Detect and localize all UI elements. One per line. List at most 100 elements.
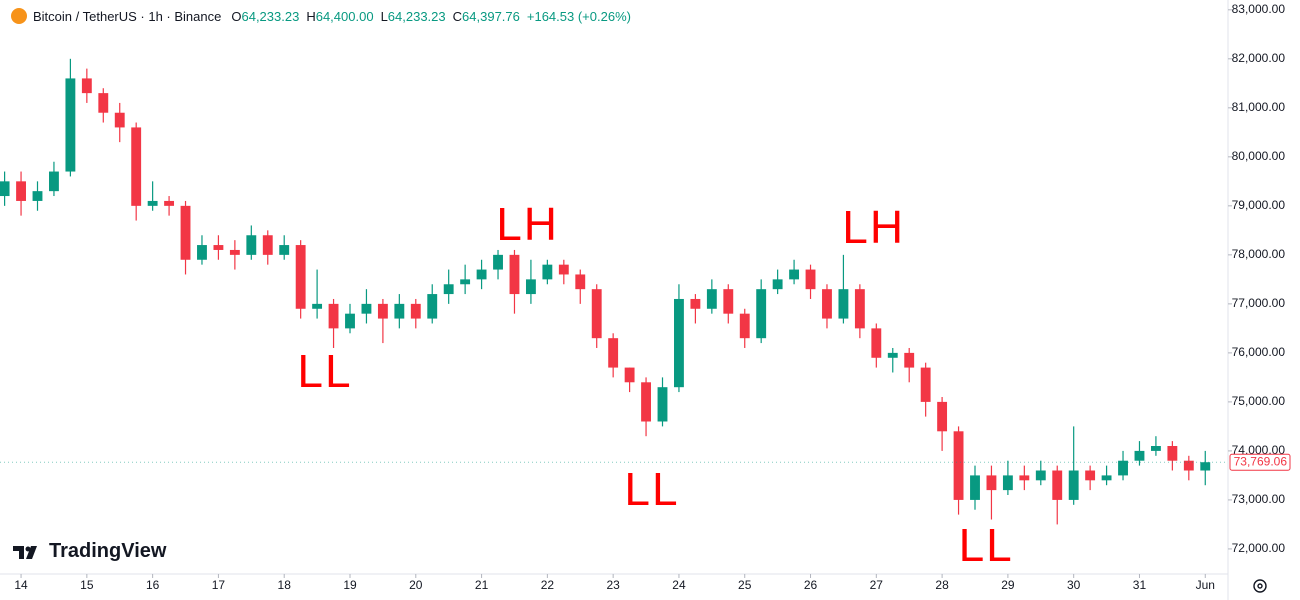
candle-body (1052, 470, 1063, 500)
candle-body (591, 289, 602, 339)
annotation: LH (496, 198, 559, 250)
candle-body (49, 171, 59, 192)
x-tick-label: 25 (738, 578, 752, 592)
candle-body (1118, 460, 1128, 476)
candle-body (131, 127, 142, 206)
candle-body (180, 205, 191, 260)
candle-body (65, 78, 76, 172)
candle-body (164, 200, 175, 206)
x-tick-label: 23 (606, 578, 620, 592)
x-tick-label: 29 (1001, 578, 1015, 592)
x-tick-label: 19 (343, 578, 357, 592)
candle-body (213, 245, 224, 250)
candle-body (674, 298, 684, 388)
candle-body (0, 181, 10, 197)
ohlc-label: L (380, 8, 388, 24)
candle-body (1035, 470, 1046, 481)
y-tick-label: 82,000.00 (1232, 51, 1286, 65)
candle-body (262, 235, 273, 255)
candle-body (410, 303, 421, 319)
candle-body (986, 475, 997, 491)
candle-body (1134, 450, 1145, 461)
candle-body (16, 181, 26, 201)
candle-body (690, 298, 701, 309)
brand[interactable]: TradingView (13, 540, 166, 563)
x-tick-label: 22 (541, 578, 555, 592)
y-tick-label: 80,000.00 (1232, 149, 1286, 163)
x-tick-label: 15 (80, 578, 94, 592)
candle-body (970, 475, 980, 500)
candle-body (328, 303, 339, 329)
y-tick-label: 74,000.00 (1232, 443, 1286, 457)
annotation: LL (959, 519, 1014, 571)
candle-body (246, 235, 257, 255)
x-tick-label: 18 (278, 578, 292, 592)
candle-body (887, 352, 898, 358)
candle-body (361, 303, 372, 314)
symbol-header: Bitcoin / TetherUS · 1h · Binance O 64,23… (11, 8, 638, 24)
x-tick-label: Jun (1196, 578, 1215, 592)
candle-body (295, 245, 306, 309)
candle-body (871, 328, 882, 358)
candle-body (98, 93, 109, 113)
candle-body (476, 269, 487, 280)
candle-body (657, 387, 668, 422)
annotation: LL (297, 345, 352, 397)
candle-body (525, 279, 536, 295)
candle-body (706, 289, 717, 309)
candle-body (822, 289, 832, 319)
x-tick-label: 24 (672, 578, 686, 592)
candle-body (558, 264, 569, 275)
x-tick-label: 14 (14, 578, 28, 592)
candle-body (756, 289, 767, 339)
candle-body (920, 367, 931, 402)
candle-body (114, 112, 125, 128)
x-tick-label: 28 (935, 578, 949, 592)
candle-body (197, 245, 207, 260)
candle-body (1200, 462, 1211, 471)
candle-body (1150, 446, 1161, 451)
candle-body (1068, 470, 1079, 500)
candle-body (1167, 446, 1178, 461)
candle-body (443, 284, 454, 295)
symbol-title[interactable]: Bitcoin / TetherUS · 1h · Binance (33, 8, 222, 24)
candle-body (394, 303, 405, 319)
ohlc-value: 64,233.23 (387, 8, 446, 24)
candle-body (904, 352, 915, 368)
candle-body (1183, 460, 1194, 471)
candle-body (147, 200, 158, 206)
ohlc-label: O (231, 8, 242, 24)
brand-name: TradingView (49, 540, 167, 562)
y-tick-label: 77,000.00 (1232, 296, 1286, 310)
candle-body (81, 78, 92, 94)
candle-body (854, 289, 865, 329)
x-tick-label: 26 (804, 578, 818, 592)
x-tick-label: 16 (146, 578, 160, 592)
candle-body (772, 279, 783, 290)
y-tick-label: 78,000.00 (1232, 247, 1286, 261)
candle-body (377, 303, 388, 319)
candle-body (1019, 475, 1030, 481)
candle-body (838, 289, 849, 319)
candle-body (345, 313, 355, 329)
annotation: LL (624, 463, 679, 515)
change: +164.53 (+0.26%) (526, 8, 631, 24)
y-tick-label: 75,000.00 (1232, 394, 1286, 408)
candle-body (953, 431, 964, 500)
candle-body (723, 289, 734, 314)
x-tick-label: 20 (409, 578, 423, 592)
candle-body (739, 313, 750, 339)
y-tick-label: 72,000.00 (1232, 541, 1286, 555)
candle-body (460, 279, 471, 285)
y-tick-label: 81,000.00 (1232, 100, 1286, 114)
candle-body (427, 294, 438, 319)
candle-body (1085, 470, 1096, 481)
y-tick-label: 73,000.00 (1232, 492, 1286, 506)
settings-icon[interactable] (1253, 579, 1267, 593)
candle-body (1002, 475, 1013, 491)
candle-body (575, 274, 586, 290)
ohlc-value: 64,400.00 (315, 8, 374, 24)
candle-body (805, 269, 816, 290)
x-tick-label: 17 (212, 578, 226, 592)
